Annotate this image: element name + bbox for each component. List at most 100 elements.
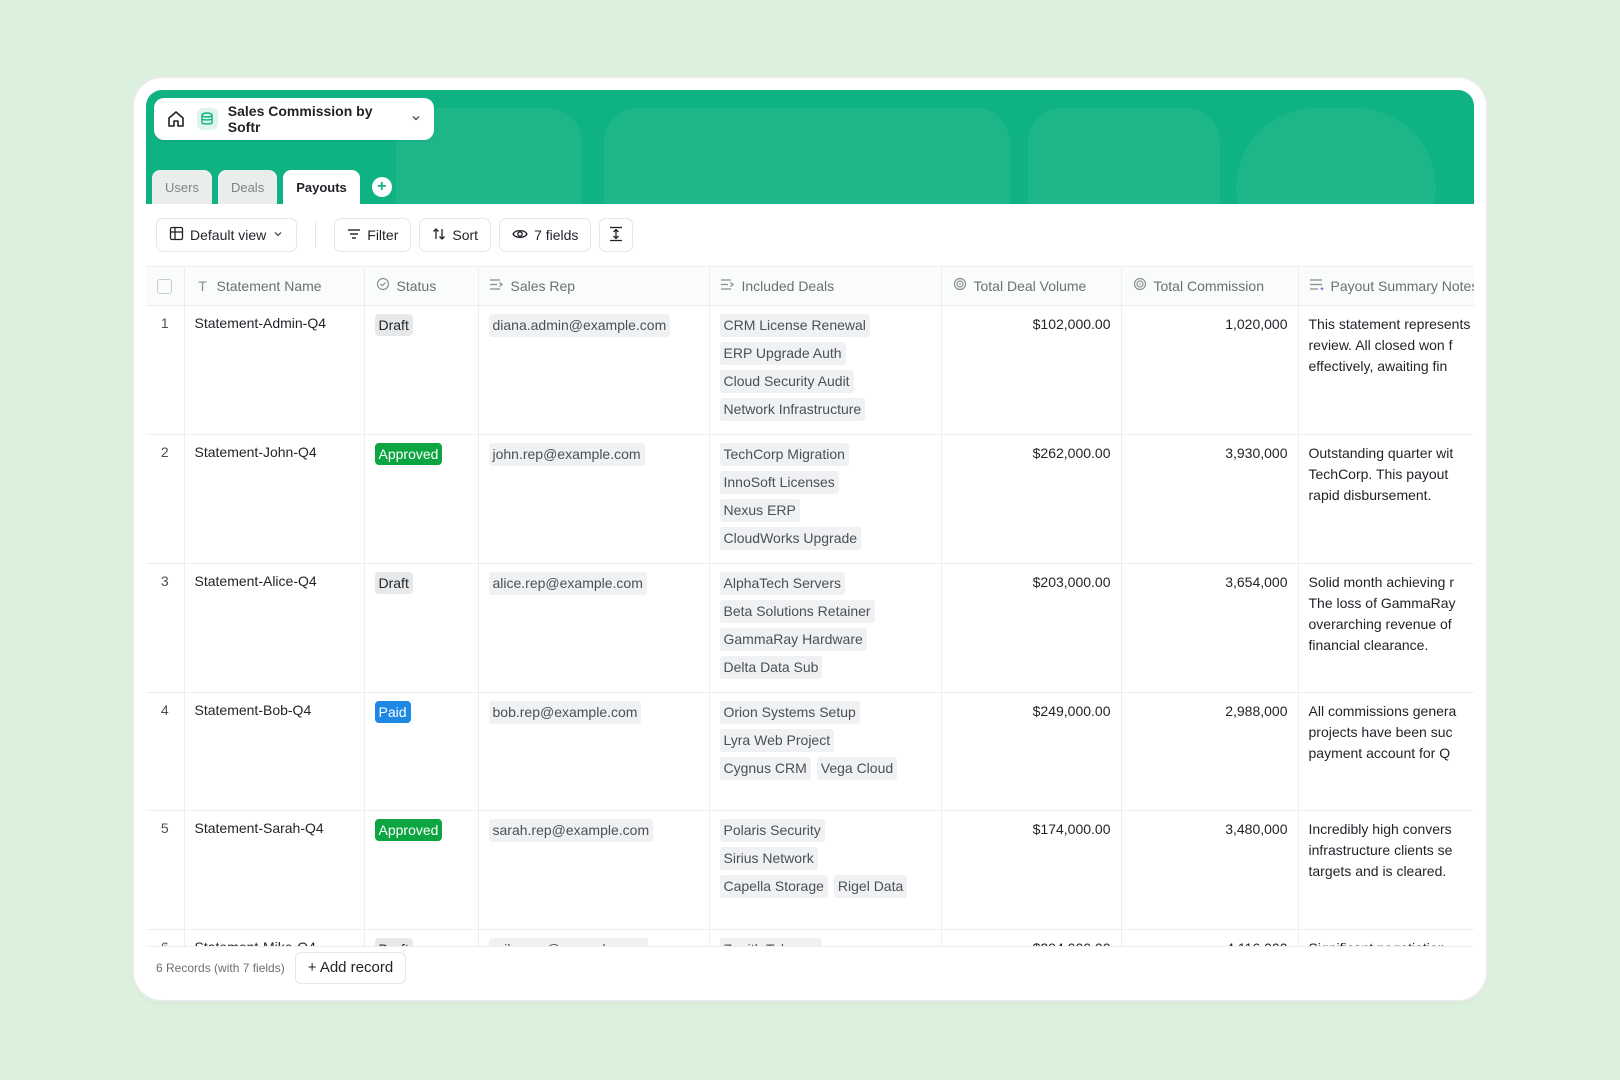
total-deal-volume-cell[interactable]: $294,000.00 bbox=[941, 929, 1122, 946]
included-deals-cell[interactable]: TechCorp Migration InnoSoft Licenses Nexus… bbox=[709, 434, 942, 564]
status-cell[interactable]: Approved bbox=[364, 434, 479, 564]
deal-chip[interactable]: Zenith Telecom bbox=[719, 937, 823, 946]
sales-rep-chip[interactable]: sarah.rep@example.com bbox=[488, 819, 654, 842]
sales-rep-chip[interactable]: diana.admin@example.com bbox=[488, 313, 671, 337]
payout-summary-cell[interactable]: This statement represents review. All clo… bbox=[1298, 305, 1474, 435]
total-deal-volume-cell[interactable]: $262,000.00 bbox=[941, 434, 1122, 564]
sales-rep-chip[interactable]: mike.rep@example.com bbox=[488, 937, 648, 946]
status-cell[interactable]: Draft bbox=[364, 563, 479, 693]
statement-name-cell[interactable]: Statement-Admin-Q4 bbox=[184, 305, 365, 435]
table-row[interactable]: 5 Statement-Sarah-Q4 Approved sarah.rep@exa… bbox=[146, 810, 1474, 930]
included-deals-cell[interactable]: Orion Systems Setup Lyra Web Project Cygnu… bbox=[709, 692, 942, 811]
deal-chip[interactable]: Vega Cloud bbox=[816, 756, 898, 780]
status-cell[interactable]: Draft bbox=[364, 305, 479, 435]
deal-chip[interactable]: CRM License Renewal bbox=[719, 313, 870, 337]
sales-rep-cell[interactable]: diana.admin@example.com bbox=[478, 305, 710, 435]
payout-summary-cell[interactable]: Incredibly high convers infrastructure cl… bbox=[1298, 810, 1474, 930]
app-switcher[interactable]: Sales Commission by Softr bbox=[154, 98, 434, 140]
total-commission-cell[interactable]: 3,930,000 bbox=[1121, 434, 1299, 564]
total-commission-cell[interactable]: 3,480,000 bbox=[1121, 810, 1299, 930]
statement-name-cell[interactable]: Statement-Alice-Q4 bbox=[184, 563, 365, 693]
total-deal-volume-cell[interactable]: $102,000.00 bbox=[941, 305, 1122, 435]
column-header-payout-summary[interactable]: Payout Summary Notes bbox=[1298, 267, 1474, 306]
deal-chip[interactable]: Rigel Data bbox=[833, 875, 908, 898]
sort-icon bbox=[432, 227, 446, 244]
payout-summary-cell[interactable]: All commissions genera projects have been… bbox=[1298, 692, 1474, 811]
deal-chip[interactable]: InnoSoft Licenses bbox=[719, 470, 839, 494]
included-deals-cell[interactable]: Polaris Security Sirius Network Capella St… bbox=[709, 810, 942, 930]
total-commission-cell[interactable]: 1,020,000 bbox=[1121, 305, 1299, 435]
sort-button[interactable]: Sort bbox=[419, 218, 492, 252]
payout-summary-cell[interactable]: Outstanding quarter wit TechCorp. This pa… bbox=[1298, 434, 1474, 564]
deal-chip[interactable]: AlphaTech Servers bbox=[719, 571, 846, 595]
deal-chip[interactable]: Cygnus CRM bbox=[719, 756, 811, 780]
deal-chip[interactable]: Nexus ERP bbox=[719, 498, 800, 522]
table-tabs: Users Deals Payouts + bbox=[152, 170, 392, 204]
column-header-statement-name[interactable]: T Statement Name bbox=[184, 267, 365, 306]
column-header-total-commission[interactable]: Total Commission bbox=[1121, 267, 1299, 306]
sales-rep-cell[interactable]: bob.rep@example.com bbox=[478, 692, 710, 811]
deal-chip[interactable]: Network Infrastructure bbox=[719, 397, 866, 421]
sales-rep-cell[interactable]: sarah.rep@example.com bbox=[478, 810, 710, 930]
total-deal-volume-cell[interactable]: $249,000.00 bbox=[941, 692, 1122, 811]
column-header-included-deals[interactable]: Included Deals bbox=[709, 267, 942, 306]
sales-rep-cell[interactable]: john.rep@example.com bbox=[478, 434, 710, 564]
included-deals-cell[interactable]: Zenith TelecomApex Financials bbox=[709, 929, 942, 946]
deal-chip[interactable]: Delta Data Sub bbox=[719, 655, 823, 679]
sales-rep-chip[interactable]: alice.rep@example.com bbox=[488, 571, 647, 595]
home-icon[interactable] bbox=[166, 108, 187, 130]
statement-name-cell[interactable]: Statement-Sarah-Q4 bbox=[184, 810, 365, 930]
total-deal-volume-cell[interactable]: $203,000.00 bbox=[941, 563, 1122, 693]
deal-chip[interactable]: Cloud Security Audit bbox=[719, 369, 854, 393]
deal-chip[interactable]: Capella Storage bbox=[719, 875, 828, 898]
sales-rep-chip[interactable]: john.rep@example.com bbox=[488, 442, 645, 466]
sales-rep-cell[interactable]: alice.rep@example.com bbox=[478, 563, 710, 693]
table-row[interactable]: 6Statement-Mike-Q4 Draft mike.rep@example.… bbox=[146, 929, 1474, 946]
tab-deals[interactable]: Deals bbox=[217, 170, 278, 204]
total-deal-volume-cell[interactable]: $174,000.00 bbox=[941, 810, 1122, 930]
table-row[interactable]: 4 Statement-Bob-Q4 Paid bob.rep@example.com… bbox=[146, 692, 1474, 811]
deal-chip[interactable]: Orion Systems Setup bbox=[719, 700, 860, 724]
statement-name-cell[interactable]: Statement-Bob-Q4 bbox=[184, 692, 365, 811]
included-deals-cell[interactable]: AlphaTech Servers Beta Solutions Retainer… bbox=[709, 563, 942, 693]
table-row[interactable]: 2 Statement-John-Q4 Approved john.rep@examp… bbox=[146, 434, 1474, 564]
total-commission-cell[interactable]: 2,988,000 bbox=[1121, 692, 1299, 811]
select-all-cell[interactable] bbox=[146, 267, 185, 306]
status-cell[interactable]: Approved bbox=[364, 810, 479, 930]
sales-rep-chip[interactable]: bob.rep@example.com bbox=[488, 700, 642, 724]
select-all-checkbox[interactable] bbox=[157, 279, 173, 295]
tab-users[interactable]: Users bbox=[152, 170, 212, 204]
total-commission-cell[interactable]: 3,654,000 bbox=[1121, 563, 1299, 693]
tab-payouts[interactable]: Payouts bbox=[283, 170, 360, 204]
deal-chip[interactable]: Polaris Security bbox=[719, 819, 825, 842]
filter-button[interactable]: Filter bbox=[334, 218, 412, 252]
payout-summary-cell[interactable]: Solid month achieving r The loss of Gamma… bbox=[1298, 563, 1474, 693]
included-deals-cell[interactable]: CRM License Renewal ERP Upgrade Auth Cloud… bbox=[709, 305, 942, 435]
fields-button[interactable]: 7 fields bbox=[499, 218, 592, 252]
column-header-sales-rep[interactable]: Sales Rep bbox=[478, 267, 710, 306]
total-commission-cell[interactable]: 4,116,000 bbox=[1121, 929, 1299, 946]
status-cell[interactable]: Draft bbox=[364, 929, 479, 946]
linked-record-icon bbox=[489, 278, 505, 294]
view-selector-button[interactable]: Default view bbox=[156, 218, 298, 252]
deal-chip[interactable]: Beta Solutions Retainer bbox=[719, 599, 875, 623]
status-cell[interactable]: Paid bbox=[364, 692, 479, 811]
add-tab-icon[interactable]: + bbox=[371, 177, 392, 197]
deal-chip[interactable]: GammaRay Hardware bbox=[719, 627, 867, 651]
column-header-total-deal-volume[interactable]: Total Deal Volume bbox=[941, 267, 1122, 306]
statement-name-cell[interactable]: Statement-John-Q4 bbox=[184, 434, 365, 564]
column-header-status[interactable]: Status bbox=[364, 267, 479, 306]
sales-rep-cell[interactable]: mike.rep@example.com bbox=[478, 929, 710, 946]
table-row[interactable]: 3 Statement-Alice-Q4 Draft alice.rep@exampl… bbox=[146, 563, 1474, 693]
deal-chip[interactable]: ERP Upgrade Auth bbox=[719, 341, 846, 365]
payout-summary-cell[interactable]: Significant negotiationholding back the … bbox=[1298, 929, 1474, 946]
add-record-button[interactable]: + Add record bbox=[294, 951, 407, 984]
statement-name-cell[interactable]: Statement-Mike-Q4 bbox=[184, 929, 365, 946]
chevron-down-icon bbox=[410, 111, 422, 127]
deal-chip[interactable]: TechCorp Migration bbox=[719, 442, 849, 466]
deal-chip[interactable]: Lyra Web Project bbox=[719, 728, 835, 752]
deal-chip[interactable]: Sirius Network bbox=[719, 847, 818, 870]
row-height-button[interactable] bbox=[599, 218, 634, 252]
deal-chip[interactable]: CloudWorks Upgrade bbox=[719, 526, 862, 550]
table-row[interactable]: 1 Statement-Admin-Q4 Draft diana.admin@exam… bbox=[146, 305, 1474, 435]
